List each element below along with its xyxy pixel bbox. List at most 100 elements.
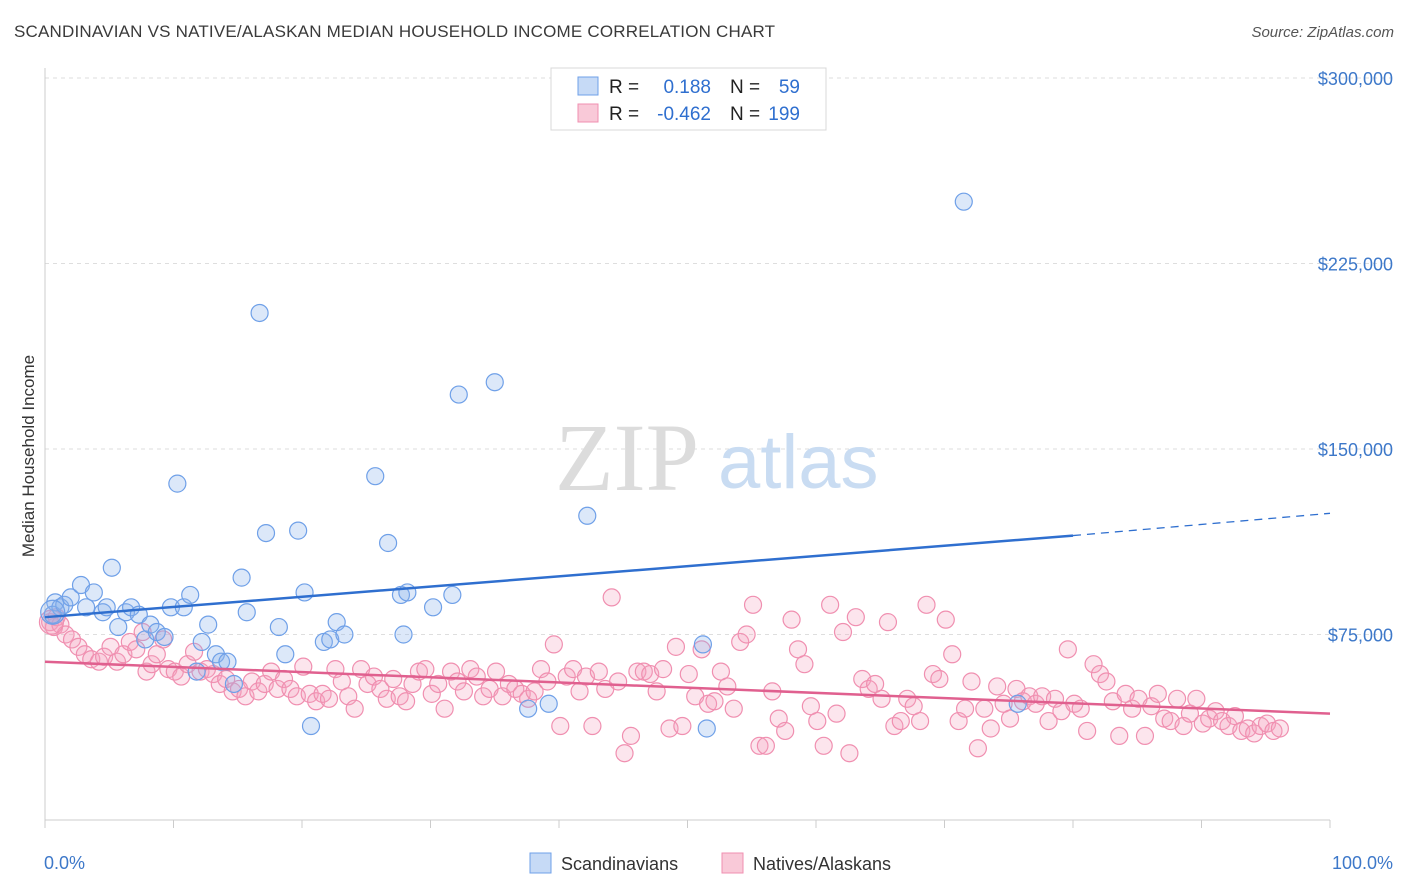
natives-point	[962, 672, 981, 691]
scandinavians-point	[519, 699, 538, 718]
natives-point	[1090, 664, 1110, 684]
natives-point	[981, 719, 1000, 738]
natives-point	[557, 667, 576, 686]
y-tick-label: $75,000	[1328, 626, 1393, 646]
legend-n-value-1: 59	[779, 77, 800, 98]
natives-point	[300, 684, 319, 703]
scandinavians-point	[61, 588, 80, 607]
legend-n-label-2: N =	[730, 104, 760, 125]
natives-point	[814, 736, 833, 755]
scandinavians-point	[321, 630, 340, 649]
natives-point	[319, 689, 339, 708]
scandinavians-trend-extension	[1072, 512, 1331, 537]
natives-point	[1039, 711, 1058, 731]
scandinavians-point	[237, 603, 256, 622]
scandinavians-point	[276, 645, 295, 664]
scandinavians-point	[295, 583, 314, 602]
natives-point	[371, 679, 390, 699]
scandinavians-point	[443, 585, 462, 605]
natives-point	[731, 632, 750, 652]
natives-point	[679, 664, 698, 684]
scandinavians-trend-line	[44, 534, 1074, 619]
watermark: ZIP atlas	[555, 404, 879, 511]
natives-point	[1167, 689, 1187, 708]
scandinavians-point	[155, 627, 174, 647]
scandinavians-points	[40, 192, 1027, 738]
natives-point	[1110, 726, 1129, 746]
scandinavians-point	[423, 598, 443, 617]
natives-point	[1245, 724, 1264, 743]
scandinavians-point	[366, 467, 385, 486]
chart-title: SCANDINAVIAN VS NATIVE/ALASKAN MEDIAN HO…	[14, 22, 776, 41]
x-tick-label-end: 100.0%	[1332, 853, 1393, 873]
natives-point	[127, 640, 146, 659]
natives-point	[602, 588, 621, 607]
scandinavians-point	[539, 694, 558, 713]
natives-point	[750, 736, 769, 755]
natives-point	[840, 744, 859, 763]
natives-point	[69, 637, 88, 656]
natives-point	[384, 669, 403, 689]
natives-point	[898, 689, 917, 708]
scandinavians-point	[256, 523, 276, 543]
natives-point	[249, 682, 268, 701]
natives-point	[441, 662, 461, 681]
natives-point	[891, 711, 910, 731]
natives-point	[396, 692, 416, 711]
y-tick-label: $300,000	[1318, 69, 1393, 89]
legend-r-value-2: -0.462	[657, 104, 711, 125]
natives-point	[821, 595, 840, 614]
y-tick-label: $150,000	[1318, 440, 1393, 460]
natives-point	[1026, 694, 1045, 713]
natives-point	[1078, 721, 1097, 741]
scandinavians-point	[109, 617, 128, 637]
trend-lines	[44, 512, 1331, 715]
natives-point	[454, 682, 474, 701]
gridlines	[45, 77, 1392, 635]
legend-box: R = 0.188 N = 59 R = -0.462 N = 199	[550, 67, 827, 131]
natives-point	[184, 642, 204, 661]
legend-r-value-1: 0.188	[663, 77, 711, 98]
natives-point	[782, 610, 801, 629]
y-tick-labels: $75,000 $150,000 $225,000 $300,000	[1318, 69, 1393, 646]
legend-n-value-2: 199	[768, 104, 800, 125]
natives-point	[1148, 684, 1167, 703]
natives-point	[461, 660, 480, 679]
natives-point	[1084, 655, 1103, 674]
natives-point	[89, 652, 109, 671]
bottom-legend-natives: Natives/Alaskans	[753, 854, 891, 874]
scandinavians-point	[192, 632, 211, 652]
scandinavians-point	[289, 521, 308, 540]
natives-point	[422, 684, 441, 703]
natives-point	[930, 669, 949, 689]
natives-point	[968, 739, 988, 758]
natives-point	[673, 716, 692, 736]
natives-point	[345, 699, 364, 718]
natives-point	[1187, 689, 1206, 708]
natives-point	[142, 655, 161, 674]
natives-point	[62, 630, 82, 649]
natives-point	[827, 704, 846, 723]
natives-point	[589, 662, 608, 681]
natives-point	[435, 699, 454, 718]
bottom-legend-scandinavians: Scandinavians	[561, 854, 678, 874]
natives-point	[705, 692, 724, 711]
scandinavians-point	[199, 615, 218, 634]
natives-point	[910, 711, 930, 731]
scandinavians-point	[250, 303, 269, 323]
natives-point	[1206, 702, 1225, 721]
natives-point	[724, 699, 743, 718]
natives-point	[988, 677, 1007, 696]
scandinavians-point	[84, 583, 103, 602]
natives-point	[1000, 709, 1020, 728]
scandinavians-point	[578, 506, 597, 525]
bottom-legend-swatch-scandinavians	[529, 852, 552, 874]
natives-point	[756, 736, 775, 755]
scandinavians-point	[693, 635, 713, 654]
legend-r-label-1: R =	[609, 77, 639, 98]
scandinavians-point	[335, 625, 354, 644]
natives-point	[872, 689, 891, 708]
bottom-legend-swatch-natives	[721, 852, 744, 874]
natives-trend-line	[44, 660, 1331, 715]
natives-point	[551, 716, 570, 736]
